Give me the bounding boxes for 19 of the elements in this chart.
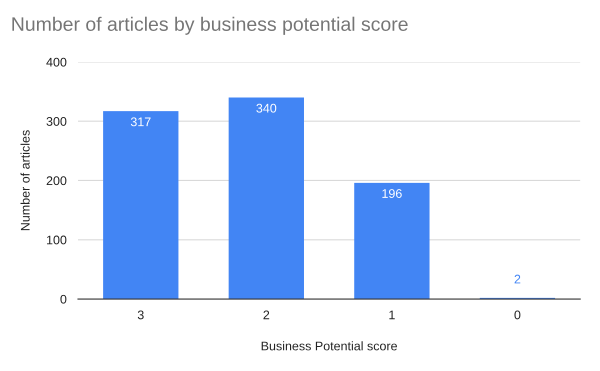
y-tick-label: 400 xyxy=(46,58,66,67)
data-label: 317 xyxy=(130,117,151,126)
y-tick-label: 100 xyxy=(46,236,66,244)
chart-title: Number of articles by business potential score xyxy=(12,16,408,35)
data-label: 340 xyxy=(256,104,276,113)
x-tick-label: 2 xyxy=(263,310,270,320)
y-tick-label: 200 xyxy=(46,176,66,186)
x-tick-label: 0 xyxy=(514,310,520,320)
y-tick-label: 300 xyxy=(46,117,66,126)
x-tick-label: 1 xyxy=(389,310,395,320)
x-tick-label: 3 xyxy=(138,310,144,320)
bar xyxy=(103,111,178,300)
data-label: 2 xyxy=(514,274,520,284)
y-axis-title: Number of articles xyxy=(20,130,30,230)
bar xyxy=(228,98,304,300)
bar xyxy=(354,182,430,300)
y-tick-label: 0 xyxy=(60,294,66,304)
x-axis-title: Business Potential score xyxy=(262,341,397,350)
data-label: 196 xyxy=(382,189,402,198)
